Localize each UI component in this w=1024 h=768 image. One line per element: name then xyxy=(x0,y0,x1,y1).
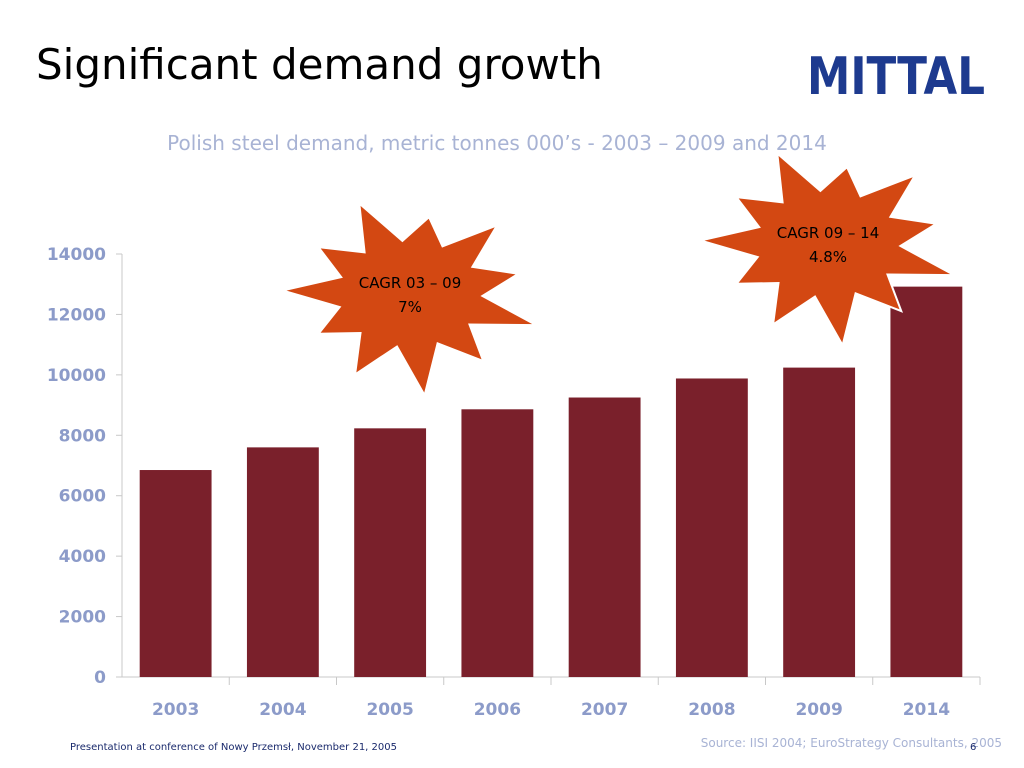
chart-title: Polish steel demand, metric tonnes 000’s… xyxy=(167,131,827,155)
bar-2009 xyxy=(783,367,856,677)
callout-line-2: 4.8% xyxy=(809,248,847,266)
bars-layer xyxy=(139,286,963,677)
x-tick-label: 2004 xyxy=(259,700,306,720)
cagr-callout-2003-2009: CAGR 03 – 09 7% xyxy=(278,201,537,398)
cagr-callout-2009-2014: CAGR 09 – 14 4.8% xyxy=(696,151,955,348)
y-tick-labels: 0 2000 4000 6000 8000 10000 12000 14000 xyxy=(47,245,106,688)
y-tick-label: 10000 xyxy=(47,366,106,386)
y-tick-label: 6000 xyxy=(59,487,106,507)
callout-line-2: 7% xyxy=(398,298,422,316)
bar-2014 xyxy=(890,286,963,677)
y-tick-label: 2000 xyxy=(59,608,106,628)
y-tick-label: 8000 xyxy=(59,426,106,446)
y-tick-label: 0 xyxy=(94,668,106,688)
bar-2003 xyxy=(139,470,212,677)
x-tick-label: 2007 xyxy=(581,700,628,720)
footer-note: Presentation at conference of Nowy Przem… xyxy=(70,742,397,753)
bar-2007 xyxy=(568,397,641,677)
callout-line-1: CAGR 03 – 09 xyxy=(359,274,462,292)
x-tick-label: 2003 xyxy=(152,700,199,720)
x-tick-label: 2009 xyxy=(795,700,842,720)
bar-2004 xyxy=(246,447,319,677)
mittal-logo: MITTAL xyxy=(807,48,985,102)
bar-2006 xyxy=(461,409,534,677)
burst-shape xyxy=(278,201,537,398)
y-tick-label: 14000 xyxy=(47,245,106,265)
y-tick-label: 12000 xyxy=(47,305,106,325)
bar-2008 xyxy=(675,378,748,677)
x-tick-label: 2014 xyxy=(903,700,950,720)
y-tick-label: 4000 xyxy=(59,547,106,567)
x-tick-labels: 2003 2004 2005 2006 2007 2008 2009 2014 xyxy=(152,700,950,720)
source-note: Source: IISI 2004; EuroStrategy Consulta… xyxy=(701,736,1002,750)
burst-shape xyxy=(696,151,955,348)
callout-line-1: CAGR 09 – 14 xyxy=(777,224,880,242)
svg-text:MITTAL: MITTAL xyxy=(807,48,985,102)
page-title: Significant demand growth xyxy=(36,40,603,89)
bar-2005 xyxy=(354,428,427,677)
x-tick-label: 2008 xyxy=(688,700,735,720)
x-tick-label: 2006 xyxy=(474,700,521,720)
x-tick-label: 2005 xyxy=(366,700,413,720)
page-number: 6 xyxy=(970,742,977,753)
